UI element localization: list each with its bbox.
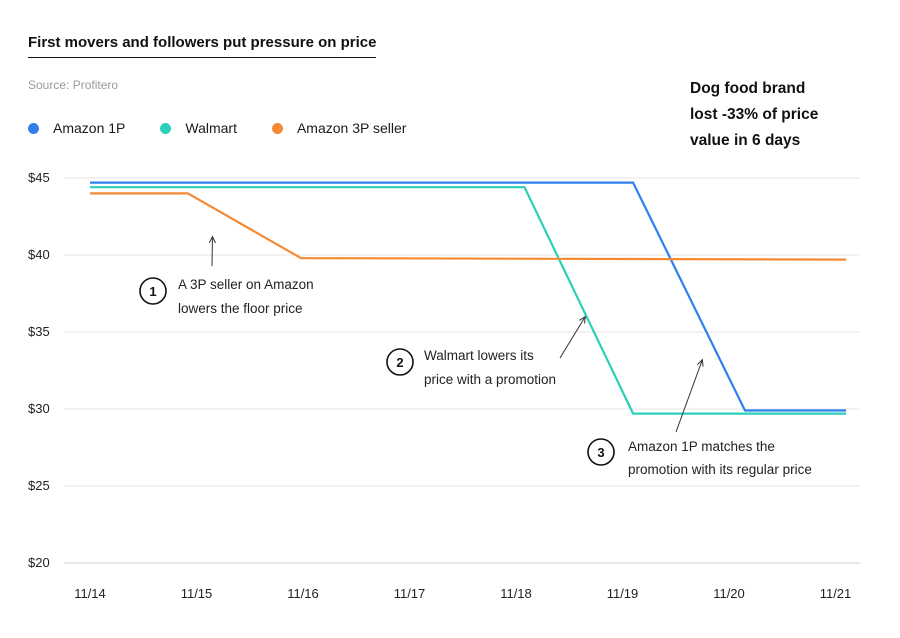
x-tick-label: 11/14 [74,586,106,601]
legend-label-walmart: Walmart [185,120,237,136]
annotation-text: Amazon 1P matches the [628,439,775,454]
annotation-number: 2 [396,355,403,370]
callout-line: lost -33% of price [690,106,819,123]
series-line-amazon-3p-seller [90,192,847,261]
legend-item-amazon-1p: Amazon 1P [28,120,125,136]
annotation-arrowhead [697,358,704,367]
annotation-number-circle [139,277,167,305]
legend: Amazon 1P Walmart Amazon 3P seller [28,120,441,136]
annotation-text: promotion with its regular price [628,462,812,477]
annotation-arrowhead [579,315,586,324]
annotation-number-circle [386,348,414,376]
annotation-number: 3 [597,445,604,460]
callout-line: Dog food brand [690,80,806,97]
x-tick-label: 11/17 [394,586,426,601]
callout-line: value in 6 days [690,132,801,149]
x-tick-label: 11/21 [820,586,852,601]
annotation-arrow [675,359,703,433]
annotation-arrow [559,316,586,359]
chart-title: First movers and followers put pressure … [28,34,377,58]
y-tick-label: $20 [28,555,50,570]
legend-label-amazon-3p: Amazon 3P seller [296,120,407,136]
y-tick-label: $35 [28,324,50,339]
annotation-text: price with a promotion [424,372,556,387]
legend-item-amazon-3p: Amazon 3P seller [271,120,407,136]
annotation-text: Walmart lowers its [424,348,534,363]
legend-item-walmart: Walmart [160,120,237,136]
legend-label-amazon-1p: Amazon 1P [53,120,126,136]
annotation-number-circle [587,438,615,466]
x-tick-label: 11/18 [500,586,532,601]
legend-swatch-amazon-3p [271,122,283,134]
y-tick-label: $45 [28,170,50,185]
y-tick-label: $40 [28,247,50,262]
annotation-text: lowers the floor price [178,301,303,316]
series-line-walmart [90,186,847,415]
annotation-arrowhead [208,235,216,244]
annotation-text: A 3P seller on Amazon [178,277,314,292]
x-tick-label: 11/16 [287,586,319,601]
x-tick-label: 11/19 [607,586,639,601]
x-tick-label: 11/15 [181,586,213,601]
legend-swatch-amazon-1p [28,122,39,134]
x-tick-label: 11/20 [713,586,745,601]
y-tick-label: $25 [28,478,50,493]
y-tick-label: $30 [28,401,50,416]
series-line-amazon-1p [90,181,847,412]
source-note: Source: Profitero [28,78,119,92]
callout-note: Dog food brand lost -33% of price value … [690,76,818,154]
annotation-number: 1 [149,284,156,299]
legend-swatch-walmart [160,122,172,134]
